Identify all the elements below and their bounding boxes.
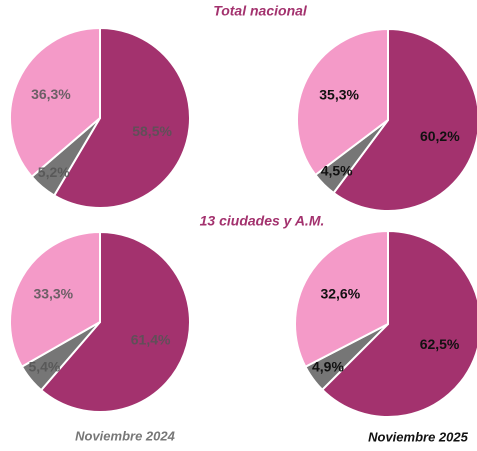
data-label: 5,2%: [38, 164, 70, 180]
data-label: 4,9%: [312, 359, 344, 375]
section-title: 13 ciudades y A.M.: [200, 213, 325, 229]
pie-slice: [320, 229, 477, 418]
pie-slice: [294, 229, 389, 369]
pie-slice: [39, 230, 191, 413]
data-label: 5,4%: [28, 358, 60, 374]
data-label: 4,5%: [321, 162, 353, 178]
data-label: 32,6%: [320, 286, 360, 302]
data-label: 62,5%: [420, 336, 460, 352]
pie-slice: [52, 26, 191, 209]
data-label: 35,3%: [319, 86, 359, 102]
data-label: 61,4%: [131, 332, 171, 348]
pie-slice: [9, 230, 101, 369]
pie-slice: [332, 27, 477, 212]
section-title: Total nacional: [213, 3, 308, 19]
data-label: 60,2%: [420, 128, 460, 144]
pie-slice: [296, 27, 389, 177]
data-label: 36,3%: [31, 86, 71, 102]
data-label: 33,3%: [33, 286, 73, 302]
period-label: Noviembre 2025: [368, 429, 468, 444]
data-label: 58,5%: [132, 123, 172, 139]
period-label: Noviembre 2024: [75, 428, 175, 443]
pie-slice: [9, 26, 101, 179]
